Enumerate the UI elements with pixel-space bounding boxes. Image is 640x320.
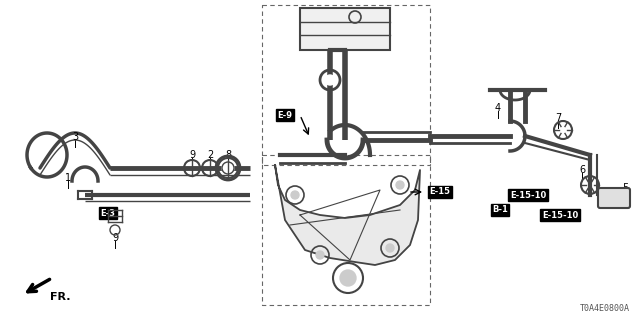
FancyBboxPatch shape xyxy=(598,188,630,208)
Text: 4: 4 xyxy=(495,103,501,113)
Circle shape xyxy=(222,162,234,174)
Bar xyxy=(300,8,390,50)
Text: 9: 9 xyxy=(189,150,195,160)
Polygon shape xyxy=(275,165,420,265)
Text: E-15-10: E-15-10 xyxy=(542,211,578,220)
Text: E-3: E-3 xyxy=(100,209,115,218)
Text: 2: 2 xyxy=(207,150,213,160)
Text: E-9: E-9 xyxy=(278,110,292,119)
Circle shape xyxy=(316,251,324,259)
Text: 6: 6 xyxy=(579,165,585,175)
Circle shape xyxy=(386,244,394,252)
Bar xyxy=(262,5,430,165)
Text: 7: 7 xyxy=(555,113,561,123)
Circle shape xyxy=(396,181,404,189)
Text: FR.: FR. xyxy=(50,292,70,302)
Text: E-15: E-15 xyxy=(429,188,451,196)
Text: 3: 3 xyxy=(72,132,78,142)
Circle shape xyxy=(340,270,356,286)
Text: 5: 5 xyxy=(622,183,628,193)
Text: 9: 9 xyxy=(112,233,118,243)
Circle shape xyxy=(291,191,299,199)
Circle shape xyxy=(325,75,335,85)
Text: 8: 8 xyxy=(225,150,231,160)
Text: B-1: B-1 xyxy=(492,205,508,214)
Text: 1: 1 xyxy=(65,173,71,183)
Bar xyxy=(262,155,430,305)
Text: T0A4E0800A: T0A4E0800A xyxy=(580,304,630,313)
Text: E-15-10: E-15-10 xyxy=(510,190,546,199)
